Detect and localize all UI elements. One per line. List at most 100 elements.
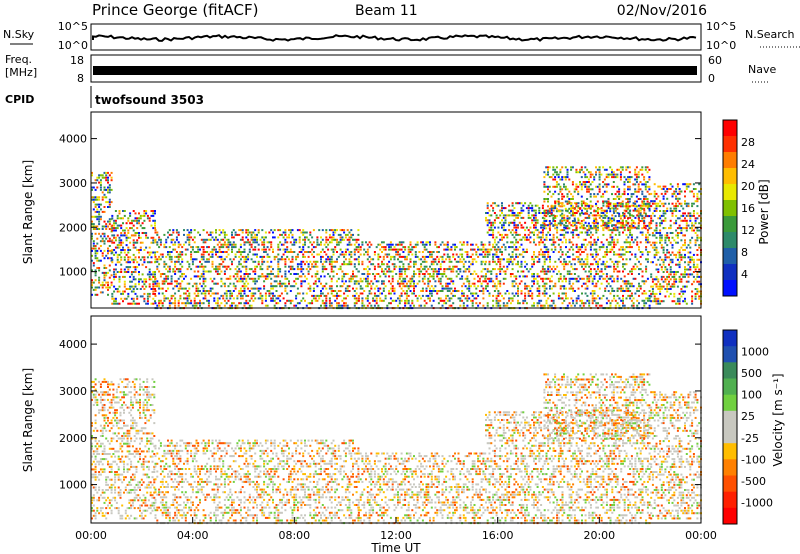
echo-cell — [111, 295, 114, 298]
echo-cell — [289, 299, 292, 302]
echo-cell — [614, 215, 617, 218]
echo-cell — [561, 220, 564, 222]
echo-cell — [425, 290, 428, 292]
echo-cell — [602, 263, 605, 266]
echo-cell — [325, 304, 328, 307]
echo-cell — [375, 302, 378, 305]
echo-cell — [522, 302, 525, 305]
echo-cell — [421, 294, 424, 297]
echo-cell — [623, 275, 626, 278]
echo-cell — [414, 251, 417, 253]
echo-cell — [105, 271, 108, 274]
echo-cell — [314, 299, 317, 302]
echo-cell — [288, 233, 290, 236]
echo-cell — [289, 229, 292, 232]
echo-cell — [630, 195, 633, 198]
echo-cell — [330, 287, 333, 290]
echo-cell — [122, 292, 124, 295]
echo-cell — [602, 260, 605, 263]
echo-cell — [414, 243, 417, 246]
echo-cell — [284, 231, 287, 234]
echo-cell — [527, 229, 530, 232]
echo-cell — [279, 268, 282, 271]
echo-cell — [506, 241, 509, 244]
echo-cell — [311, 265, 314, 268]
echo-cell — [430, 253, 433, 256]
echo-cell — [108, 191, 111, 194]
echo-cell — [123, 297, 126, 300]
echo-cell — [492, 236, 495, 239]
echo-cell — [459, 304, 462, 307]
echo-cell — [395, 273, 398, 275]
echo-cell — [485, 219, 487, 222]
echo-cell — [339, 265, 342, 268]
echo-cell — [200, 263, 203, 266]
echo-cell — [497, 304, 500, 307]
echo-cell — [266, 277, 269, 280]
echo-cell — [238, 255, 241, 258]
echo-cell — [122, 275, 124, 278]
echo-cell — [154, 288, 156, 290]
echo-cell — [486, 253, 489, 256]
echo-cell — [595, 204, 598, 207]
echo-cell — [379, 243, 382, 246]
echo-cell — [485, 275, 487, 278]
echo-cell — [159, 287, 162, 290]
echo-cell — [397, 243, 399, 246]
echo-cell — [154, 271, 156, 273]
echo-cell — [506, 258, 509, 261]
echo-cell — [156, 282, 159, 285]
echo-cell — [459, 299, 462, 302]
echo-cell — [398, 248, 401, 251]
echo-cell — [607, 207, 610, 210]
echo-cell — [524, 275, 527, 278]
echo-cell — [304, 231, 306, 234]
echo-cell — [190, 246, 193, 249]
echo-cell — [547, 188, 549, 191]
echo-cell — [609, 241, 612, 244]
echo-cell — [602, 255, 605, 258]
echo-cell — [524, 294, 527, 297]
echo-cell — [600, 270, 603, 273]
echo-cell — [96, 210, 99, 213]
echo-cell — [300, 282, 303, 285]
echo-cell — [538, 258, 541, 261]
echo-cell — [580, 183, 583, 186]
echo-cell — [607, 176, 610, 179]
echo-cell — [584, 212, 587, 215]
echo-cell — [377, 290, 380, 292]
echo-cell — [311, 294, 314, 297]
echo-cell — [132, 297, 135, 300]
echo-cell — [573, 220, 576, 222]
echo-cell — [490, 277, 493, 280]
echo-cell — [404, 258, 407, 261]
echo-cell — [355, 246, 358, 249]
echo-cell — [634, 277, 637, 280]
echo-cell — [589, 292, 592, 295]
echo-cell — [357, 260, 360, 263]
echo-cell — [341, 236, 344, 239]
echo-cell — [549, 260, 551, 263]
echo-cell — [98, 215, 101, 218]
echo-cell — [98, 220, 101, 223]
echo-cell — [254, 229, 257, 232]
echo-cell — [520, 243, 523, 246]
echo-cell — [254, 270, 257, 273]
echo-cell — [254, 246, 257, 249]
echo-cell — [141, 285, 144, 288]
echo-cell — [612, 176, 615, 179]
echo-cell — [454, 290, 456, 292]
echo-cell — [175, 238, 178, 241]
echo-cell — [605, 285, 608, 288]
echo-cell — [355, 287, 358, 290]
echo-cell — [607, 220, 610, 222]
echo-cell — [531, 258, 534, 261]
echo-cell — [300, 231, 303, 234]
echo-cell — [605, 246, 608, 249]
echo-cell — [612, 171, 615, 174]
echo-cell — [552, 209, 555, 212]
echo-cell — [645, 280, 648, 283]
echo-cell — [482, 304, 485, 307]
echo-cell — [613, 219, 616, 222]
echo-cell — [211, 255, 214, 258]
